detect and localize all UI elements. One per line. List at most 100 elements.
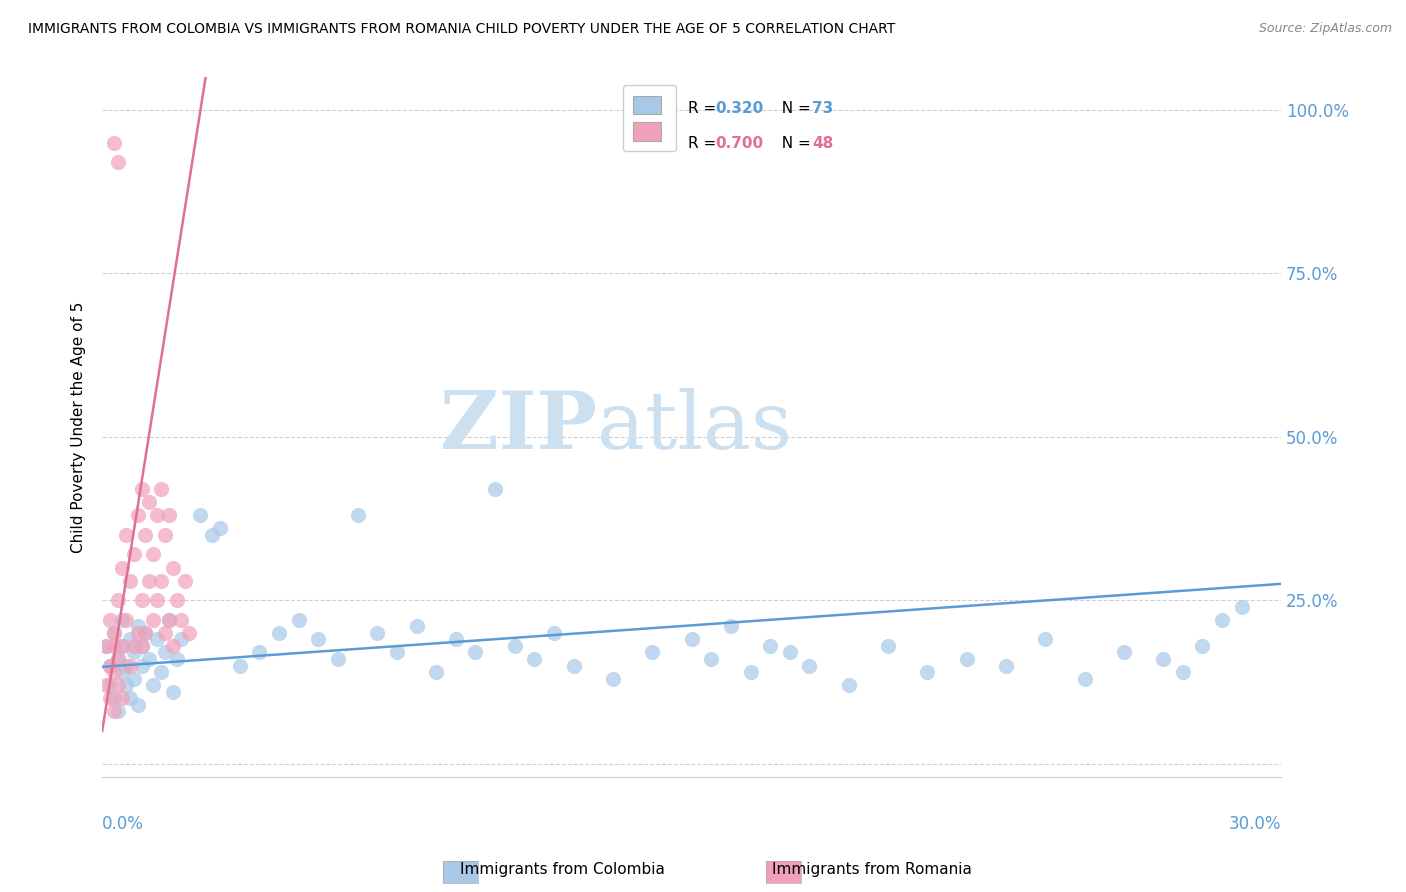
Point — [98, 658, 121, 673]
Point — [118, 574, 141, 588]
Point — [98, 678, 121, 692]
Point — [138, 652, 160, 666]
Point — [134, 528, 156, 542]
Point — [170, 632, 193, 647]
Point — [153, 528, 176, 542]
Point — [1211, 613, 1233, 627]
Point — [122, 548, 145, 562]
Text: 48: 48 — [811, 136, 834, 152]
Point — [523, 652, 546, 666]
Point — [94, 639, 117, 653]
Point — [346, 508, 368, 523]
Point — [173, 574, 195, 588]
Point — [111, 613, 134, 627]
Y-axis label: Child Poverty Under the Age of 5: Child Poverty Under the Age of 5 — [72, 301, 86, 553]
Point — [111, 691, 134, 706]
Point — [157, 508, 180, 523]
Point — [111, 560, 134, 574]
Point — [190, 508, 212, 523]
Point — [641, 645, 664, 659]
Point — [157, 613, 180, 627]
Point — [1073, 672, 1095, 686]
Point — [994, 658, 1017, 673]
Point — [326, 652, 349, 666]
Point — [157, 613, 180, 627]
Point — [146, 593, 169, 607]
Point — [267, 625, 290, 640]
Point — [150, 665, 173, 679]
Point — [107, 652, 129, 666]
Point — [720, 619, 742, 633]
Point — [1191, 639, 1213, 653]
Point — [166, 593, 188, 607]
Point — [153, 625, 176, 640]
Point — [759, 639, 782, 653]
Point — [127, 508, 149, 523]
Text: N =: N = — [772, 136, 815, 152]
Point — [956, 652, 979, 666]
Point — [103, 691, 125, 706]
Point — [543, 625, 565, 640]
Point — [122, 639, 145, 653]
Point — [484, 482, 506, 496]
Text: R =: R = — [688, 102, 721, 116]
Point — [138, 495, 160, 509]
Point — [1171, 665, 1194, 679]
Point — [1033, 632, 1056, 647]
Point — [464, 645, 486, 659]
Point — [385, 645, 408, 659]
Point — [142, 678, 165, 692]
Point — [366, 625, 388, 640]
Point — [162, 639, 184, 653]
Point — [138, 574, 160, 588]
Point — [153, 645, 176, 659]
Point — [103, 136, 125, 150]
Point — [177, 625, 200, 640]
Point — [114, 678, 136, 692]
Point — [122, 672, 145, 686]
Point — [107, 704, 129, 718]
Point — [917, 665, 939, 679]
Point — [740, 665, 762, 679]
Point — [98, 658, 121, 673]
Text: IMMIGRANTS FROM COLOMBIA VS IMMIGRANTS FROM ROMANIA CHILD POVERTY UNDER THE AGE : IMMIGRANTS FROM COLOMBIA VS IMMIGRANTS F… — [28, 22, 896, 37]
Text: Immigrants from Romania: Immigrants from Romania — [772, 863, 972, 877]
Point — [107, 593, 129, 607]
Text: 0.0%: 0.0% — [103, 815, 143, 833]
Point — [779, 645, 801, 659]
Point — [103, 665, 125, 679]
Point — [1230, 599, 1253, 614]
Point — [700, 652, 723, 666]
Point — [307, 632, 329, 647]
Point — [127, 625, 149, 640]
Text: Immigrants from Colombia: Immigrants from Colombia — [460, 863, 665, 877]
Point — [444, 632, 467, 647]
Point — [405, 619, 427, 633]
Point — [142, 548, 165, 562]
Point — [209, 521, 232, 535]
Point — [122, 645, 145, 659]
Point — [142, 613, 165, 627]
Point — [98, 613, 121, 627]
Point — [103, 625, 125, 640]
Point — [118, 658, 141, 673]
Point — [107, 155, 129, 169]
Point — [103, 704, 125, 718]
Text: 0.320: 0.320 — [716, 102, 763, 116]
Legend: , : , — [623, 85, 676, 152]
Text: Source: ZipAtlas.com: Source: ZipAtlas.com — [1258, 22, 1392, 36]
Point — [134, 625, 156, 640]
Point — [111, 665, 134, 679]
Point — [247, 645, 270, 659]
Point — [134, 625, 156, 640]
Point — [166, 652, 188, 666]
Point — [838, 678, 860, 692]
Point — [229, 658, 252, 673]
Point — [118, 632, 141, 647]
Point — [162, 684, 184, 698]
Text: N =: N = — [772, 102, 815, 116]
Point — [131, 593, 153, 607]
Point — [1152, 652, 1174, 666]
Text: ZIP: ZIP — [440, 388, 598, 466]
Point — [201, 528, 224, 542]
